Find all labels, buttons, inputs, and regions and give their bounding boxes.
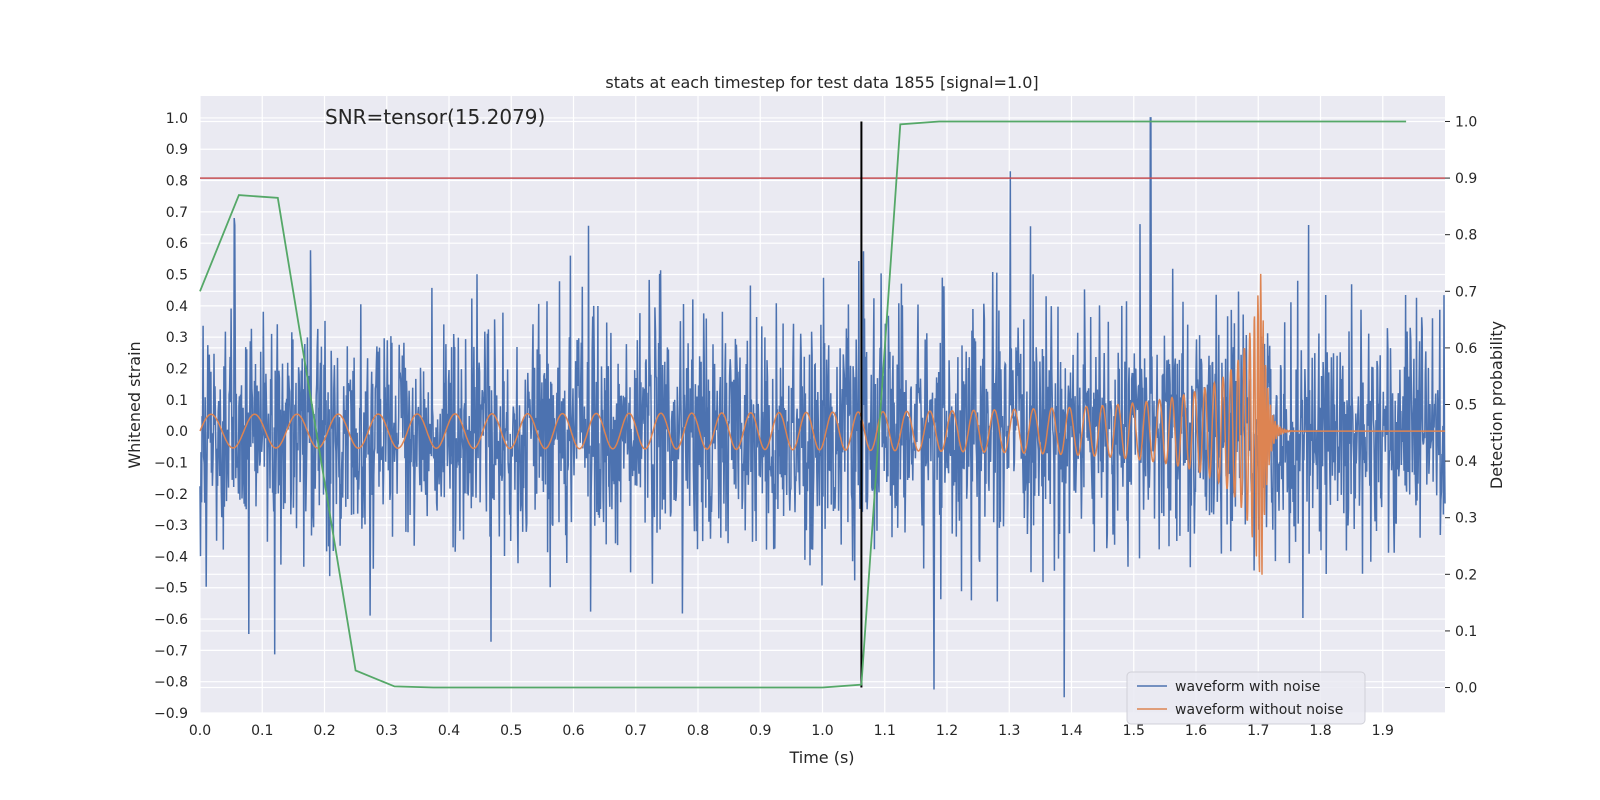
y-left-tick-label: −0.3: [154, 518, 188, 534]
series-layer: [199, 117, 1446, 698]
y-left-tick-label: −0.4: [154, 549, 188, 565]
y-right-tick-label: 0.2: [1455, 567, 1477, 583]
y-right-tick-label: 0.0: [1455, 681, 1477, 697]
x-tick-label: 0.5: [500, 723, 522, 739]
waveform-with-noise-line: [199, 117, 1446, 698]
legend-label-noise: waveform with noise: [1175, 679, 1320, 695]
x-tick-label: 1.1: [874, 723, 896, 739]
x-tick-label: 1.4: [1060, 723, 1082, 739]
x-tick-label: 0.0: [189, 723, 211, 739]
x-tick-label: 1.7: [1247, 723, 1269, 739]
x-tick-label: 1.3: [998, 723, 1020, 739]
legend: waveform with noise waveform without noi…: [1126, 671, 1366, 725]
y-axis-label-left: Whitened strain: [125, 341, 144, 468]
x-tick-label: 0.3: [376, 723, 398, 739]
y-left-tick-label: −0.1: [154, 455, 188, 471]
y-right-tick-label: 0.9: [1455, 171, 1477, 187]
x-tick-label: 0.2: [313, 723, 335, 739]
y-left-tick-label: 0.7: [166, 205, 188, 221]
y-right-tick-label: 0.3: [1455, 511, 1477, 527]
y-left-tick-label: −0.6: [154, 612, 188, 628]
y-right-tick-label: 0.5: [1455, 398, 1477, 414]
y-right-tick-label: 0.1: [1455, 624, 1477, 640]
x-tick-label: 1.8: [1309, 723, 1331, 739]
x-tick-label: 1.9: [1372, 723, 1394, 739]
x-tick-label: 0.8: [687, 723, 709, 739]
y-right-tick-label: 0.7: [1455, 284, 1477, 300]
x-tick-label: 1.0: [811, 723, 833, 739]
y-right-tick-label: 0.4: [1455, 454, 1477, 470]
x-tick-label: 1.2: [936, 723, 958, 739]
y-left-tick-label: 0.3: [166, 330, 188, 346]
x-axis-label: Time (s): [788, 748, 854, 767]
x-tick-label: 1.5: [1123, 723, 1145, 739]
y-left-tick-label: −0.2: [154, 487, 188, 503]
y-left-tick-label: 0.9: [166, 142, 188, 158]
y-left-tick-label: 0.5: [166, 268, 188, 284]
chart-title: stats at each timestep for test data 185…: [605, 73, 1038, 92]
y-left-tick-label: 0.2: [166, 361, 188, 377]
waveform-without-noise-line: [199, 273, 1445, 575]
axis-ticks: 0.0 0.1 0.2 0.3 0.4 0.5 0.6 0.7 0.8 0.9 1.0 1.1 1.2 1…: [154, 111, 1477, 739]
y-left-tick-label: 1.0: [166, 111, 188, 127]
y-left-tick-label: 0.8: [166, 174, 188, 190]
x-tick-label: 0.7: [625, 723, 647, 739]
y-left-tick-label: −0.5: [154, 581, 188, 597]
legend-box: [1126, 671, 1366, 725]
y-left-tick-label: −0.9: [154, 706, 188, 722]
y-left-tick-label: −0.7: [154, 643, 188, 659]
legend-label-chirp: waveform without noise: [1175, 702, 1343, 718]
y-left-tick-label: −0.8: [154, 675, 188, 691]
y-axis-label-right: Detection probability: [1487, 321, 1506, 489]
x-tick-label: 0.1: [251, 723, 273, 739]
x-tick-label: 0.9: [749, 723, 771, 739]
y-left-tick-label: 0.0: [166, 424, 188, 440]
y-left-tick-label: 0.4: [166, 299, 188, 315]
x-tick-label: 0.6: [562, 723, 584, 739]
detection-probability-line: [199, 120, 1407, 689]
y-right-tick-label: 0.8: [1455, 228, 1477, 244]
y-left-tick-label: 0.6: [166, 236, 188, 252]
x-tick-label: 0.4: [438, 723, 460, 739]
y-right-tick-label: 1.0: [1455, 114, 1477, 130]
snr-annotation: SNR=tensor(15.2079): [325, 105, 545, 129]
y-right-tick-label: 0.6: [1455, 341, 1477, 357]
y-left-tick-label: 0.1: [166, 393, 188, 409]
x-tick-label: 1.6: [1185, 723, 1207, 739]
